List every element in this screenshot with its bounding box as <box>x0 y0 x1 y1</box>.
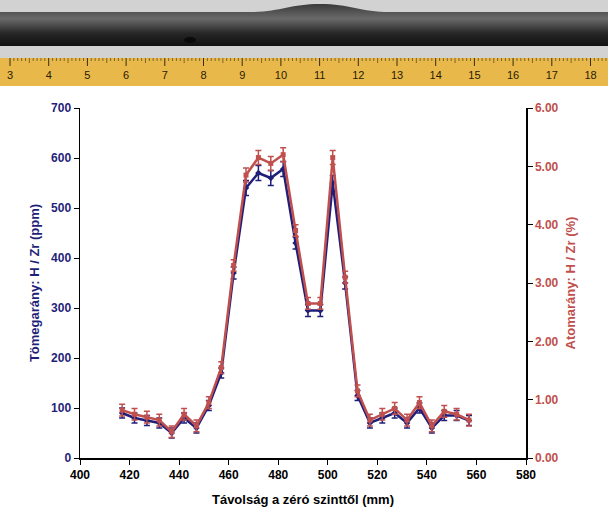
svg-text:500: 500 <box>51 201 71 215</box>
svg-text:500: 500 <box>318 468 338 482</box>
svg-text:10: 10 <box>275 69 287 81</box>
svg-text:440: 440 <box>169 468 189 482</box>
svg-text:2.00: 2.00 <box>535 335 559 349</box>
svg-text:5.00: 5.00 <box>535 160 559 174</box>
svg-text:580: 580 <box>516 468 536 482</box>
svg-text:520: 520 <box>367 468 387 482</box>
svg-text:100: 100 <box>51 401 71 415</box>
svg-text:6: 6 <box>123 69 129 81</box>
svg-text:18: 18 <box>584 69 596 81</box>
svg-text:Atomarány: H / Zr (%): Atomarány: H / Zr (%) <box>563 217 578 350</box>
svg-text:14: 14 <box>430 69 442 81</box>
svg-text:9: 9 <box>239 69 245 81</box>
svg-text:11: 11 <box>314 69 325 81</box>
svg-text:Tömegarány: H / Zr (ppm): Tömegarány: H / Zr (ppm) <box>27 204 42 362</box>
svg-text:4: 4 <box>46 69 52 81</box>
svg-text:8: 8 <box>200 69 206 81</box>
svg-text:12: 12 <box>352 69 364 81</box>
svg-text:Távolság a zéró szinttől (mm): Távolság a zéró szinttől (mm) <box>212 492 394 507</box>
svg-text:400: 400 <box>70 468 90 482</box>
svg-text:460: 460 <box>219 468 239 482</box>
svg-text:16: 16 <box>507 69 519 81</box>
svg-text:200: 200 <box>51 351 71 365</box>
svg-text:600: 600 <box>51 151 71 165</box>
svg-text:300: 300 <box>51 301 71 315</box>
svg-text:17: 17 <box>546 69 558 81</box>
svg-text:4.00: 4.00 <box>535 218 559 232</box>
svg-text:1.00: 1.00 <box>535 393 559 407</box>
svg-text:700: 700 <box>51 101 71 115</box>
svg-text:400: 400 <box>51 251 71 265</box>
svg-text:0.00: 0.00 <box>535 451 559 465</box>
svg-text:15: 15 <box>468 69 480 81</box>
svg-text:3: 3 <box>7 69 13 81</box>
svg-text:560: 560 <box>466 468 486 482</box>
svg-text:420: 420 <box>120 468 140 482</box>
svg-text:540: 540 <box>417 468 437 482</box>
svg-text:5: 5 <box>84 69 90 81</box>
svg-text:0: 0 <box>64 451 71 465</box>
svg-text:3.00: 3.00 <box>535 276 559 290</box>
svg-text:13: 13 <box>391 69 403 81</box>
svg-text:7: 7 <box>162 69 168 81</box>
svg-text:480: 480 <box>268 468 288 482</box>
svg-text:6.00: 6.00 <box>535 101 559 115</box>
